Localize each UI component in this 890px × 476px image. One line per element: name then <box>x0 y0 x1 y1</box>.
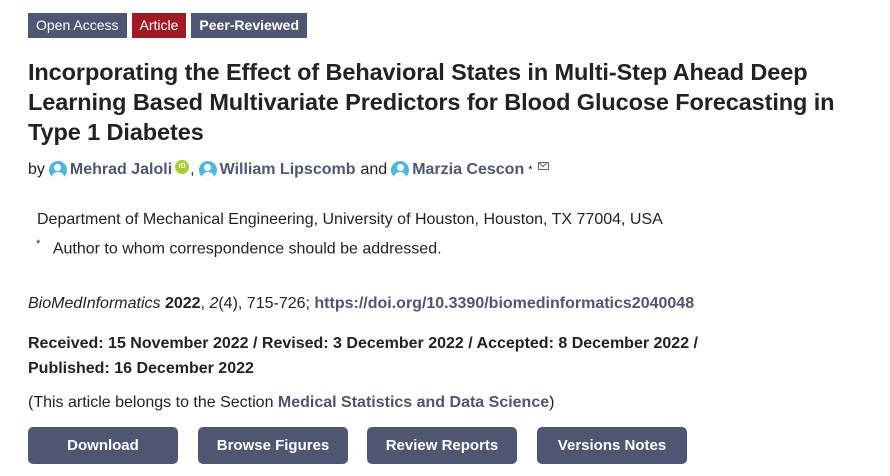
orcid-icon[interactable]: iD <box>175 160 190 174</box>
citation: BioMedInformatics 2022, 2(4), 715-726; h… <box>28 295 695 312</box>
dates-line-1: Received: 15 November 2022 / Revised: 3 … <box>28 335 698 352</box>
correspondence-text: Author to whom correspondence should be … <box>52 240 442 258</box>
author-list: by Mehrad Jaloli iD , William Lipscomb a… <box>28 160 549 180</box>
author-conjunction: and <box>360 161 388 178</box>
article-badges: Open Access Article Peer-Reviewed <box>28 13 308 38</box>
review-reports-button[interactable]: Review Reports <box>367 427 517 464</box>
browse-figures-button[interactable]: Browse Figures <box>198 427 348 464</box>
section-suffix: ) <box>549 394 555 411</box>
citation-volume: 2 <box>209 295 219 312</box>
citation-pages: , 715-726; <box>237 295 315 312</box>
citation-issue: (4) <box>218 295 238 312</box>
dates-line-2: Published: 16 December 2022 <box>28 360 254 377</box>
author-link-1[interactable]: Mehrad Jaloli <box>69 161 173 178</box>
doi-link[interactable]: https://doi.org/10.3390/biomedinformatic… <box>314 295 695 312</box>
section-note: (This article belongs to the Section Med… <box>28 394 554 412</box>
person-icon <box>391 161 410 179</box>
author-separator: , <box>190 161 195 178</box>
affiliation: Department of Mechanical Engineering, Un… <box>37 211 663 228</box>
author-link-2[interactable]: William Lipscomb <box>219 161 356 178</box>
corresponding-mark: * <box>528 164 533 176</box>
journal-name: BioMedInformatics <box>28 295 161 312</box>
article-actions: Download Browse Figures Review Reports V… <box>28 427 687 464</box>
citation-year: 2022 <box>164 295 201 312</box>
mail-icon[interactable] <box>537 162 549 170</box>
versions-notes-button[interactable]: Versions Notes <box>537 427 687 464</box>
correspondence-mark: * <box>36 238 41 250</box>
section-prefix: (This article belongs to the Section <box>28 394 278 411</box>
article-title: Incorporating the Effect of Behavioral S… <box>28 59 835 145</box>
article-type-badge: Article <box>131 13 187 38</box>
peer-reviewed-badge: Peer-Reviewed <box>191 13 308 38</box>
author-link-3[interactable]: Marzia Cescon <box>412 161 525 178</box>
publication-dates: Received: 15 November 2022 / Revised: 3 … <box>28 331 748 381</box>
person-icon <box>48 161 67 179</box>
authors-prefix: by <box>28 161 45 178</box>
correspondence-note: * Author to whom correspondence should b… <box>36 238 442 258</box>
person-icon <box>198 161 217 179</box>
open-access-badge: Open Access <box>28 13 127 38</box>
download-button[interactable]: Download <box>28 427 178 464</box>
section-link[interactable]: Medical Statistics and Data Science <box>277 394 550 411</box>
